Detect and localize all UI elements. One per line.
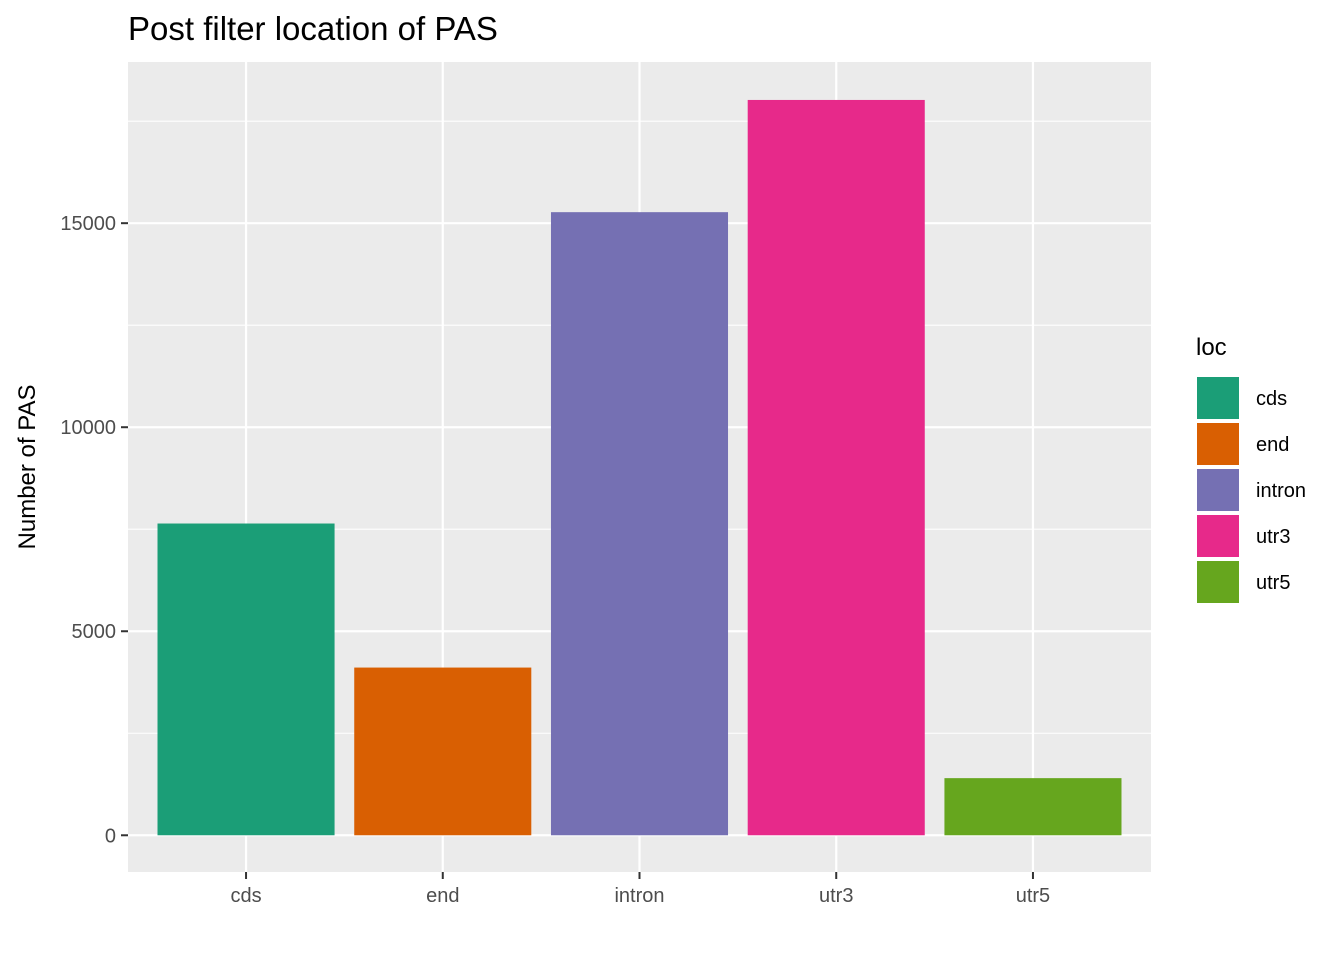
y-axis-title: Number of PAS [14, 385, 41, 550]
x-tick-label: end [426, 885, 459, 907]
legend: loc cds end intron utr3 utr5 [1196, 334, 1306, 603]
bar-cds [157, 523, 335, 836]
x-axis: cds end intron utr3 utr5 [230, 872, 1050, 907]
bar-end [354, 667, 532, 836]
legend-label-utr3: utr3 [1256, 526, 1290, 548]
y-tick-label: 0 [105, 825, 116, 847]
legend-key-end [1197, 423, 1239, 465]
x-tick-label: utr5 [1016, 885, 1050, 907]
legend-label-cds: cds [1256, 388, 1287, 410]
bar-intron [550, 212, 729, 836]
x-tick-label: utr3 [819, 885, 853, 907]
legend-key-utr3 [1197, 515, 1239, 557]
legend-title: loc [1196, 334, 1227, 361]
y-tick-label: 15000 [60, 213, 116, 235]
chart-title: Post filter location of PAS [128, 10, 498, 47]
legend-key-utr5 [1197, 561, 1239, 603]
y-tick-label: 5000 [72, 621, 117, 643]
legend-label-utr5: utr5 [1256, 572, 1290, 594]
y-axis: 0 5000 10000 15000 [60, 213, 128, 847]
legend-key-cds [1197, 377, 1239, 419]
bars [157, 99, 1122, 836]
bar-utr3 [747, 99, 925, 836]
y-tick-label: 10000 [60, 417, 116, 439]
legend-key-intron [1197, 469, 1239, 511]
x-tick-label: cds [230, 885, 261, 907]
x-tick-label: intron [614, 885, 664, 907]
legend-label-end: end [1256, 434, 1289, 456]
legend-label-intron: intron [1256, 480, 1306, 502]
bar-utr5 [944, 778, 1122, 836]
